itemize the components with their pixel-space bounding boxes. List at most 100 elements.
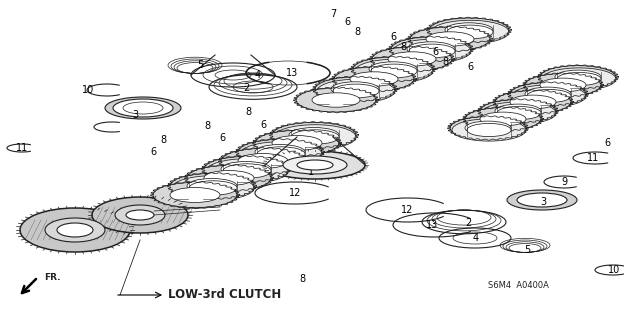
Ellipse shape [317,79,395,103]
Ellipse shape [204,170,254,186]
Text: 7: 7 [330,9,336,19]
Text: 3: 3 [540,197,546,207]
Text: 10: 10 [608,265,620,275]
Text: 10: 10 [82,85,94,95]
Text: 6: 6 [219,133,225,143]
Ellipse shape [407,42,455,56]
Text: 8: 8 [245,107,251,117]
Ellipse shape [296,88,376,112]
Ellipse shape [510,83,586,105]
Ellipse shape [482,102,556,124]
Ellipse shape [555,70,601,84]
Text: 8: 8 [160,135,166,145]
Ellipse shape [557,72,601,85]
Text: 2: 2 [465,218,471,228]
Ellipse shape [126,210,154,220]
Ellipse shape [450,117,526,139]
Text: 4: 4 [473,233,479,243]
Ellipse shape [507,190,577,210]
Ellipse shape [238,139,322,165]
Ellipse shape [542,68,616,90]
Ellipse shape [431,20,509,44]
Ellipse shape [445,23,493,37]
Ellipse shape [527,89,571,103]
Ellipse shape [20,208,130,252]
Ellipse shape [465,121,511,135]
Ellipse shape [255,145,305,160]
Text: 6: 6 [344,17,350,27]
Ellipse shape [429,18,509,42]
Ellipse shape [480,112,526,126]
Text: 11: 11 [16,143,28,153]
Text: 5: 5 [524,245,530,255]
Ellipse shape [465,108,541,130]
Ellipse shape [291,130,339,144]
Text: 9: 9 [561,177,567,187]
Ellipse shape [274,125,356,149]
Ellipse shape [289,128,339,143]
Ellipse shape [393,39,471,63]
Ellipse shape [189,181,237,195]
Ellipse shape [371,64,417,78]
Ellipse shape [447,25,493,39]
Text: 6: 6 [390,32,396,42]
Text: 8: 8 [299,274,305,284]
Ellipse shape [388,52,436,66]
Ellipse shape [467,123,511,137]
Text: 3: 3 [132,110,138,120]
Ellipse shape [172,176,254,200]
Ellipse shape [355,59,433,83]
Ellipse shape [170,188,220,203]
Ellipse shape [312,93,360,107]
Ellipse shape [206,159,288,183]
Ellipse shape [353,57,433,81]
Ellipse shape [113,99,173,117]
Ellipse shape [92,197,188,233]
Ellipse shape [369,62,417,76]
Ellipse shape [238,153,288,168]
Ellipse shape [283,156,347,174]
Ellipse shape [265,151,365,179]
Text: 6: 6 [604,138,610,148]
Ellipse shape [315,77,395,101]
Ellipse shape [240,142,322,166]
Text: 6: 6 [432,47,438,57]
Ellipse shape [350,72,398,86]
Ellipse shape [452,119,526,141]
Text: 2: 2 [243,83,249,93]
Ellipse shape [510,95,556,109]
Text: 11: 11 [587,153,599,163]
Text: 6: 6 [467,62,473,72]
Text: 6: 6 [260,120,266,130]
Ellipse shape [153,182,237,208]
Ellipse shape [187,179,237,194]
Ellipse shape [57,223,93,237]
Text: 13: 13 [286,68,298,78]
Ellipse shape [45,218,105,242]
Ellipse shape [105,97,181,119]
Text: LOW-3rd CLUTCH: LOW-3rd CLUTCH [168,288,281,301]
Ellipse shape [297,160,333,170]
Ellipse shape [410,27,490,51]
Ellipse shape [334,67,414,91]
Ellipse shape [480,100,556,122]
Ellipse shape [272,136,322,151]
Ellipse shape [187,165,271,190]
Ellipse shape [517,193,567,207]
Text: 13: 13 [426,220,438,230]
Ellipse shape [223,164,271,178]
Ellipse shape [372,47,452,71]
Ellipse shape [495,104,541,118]
Text: S6M4  A0400A: S6M4 A0400A [488,280,549,290]
Text: FR.: FR. [44,272,61,281]
Ellipse shape [391,37,471,61]
Text: 8: 8 [354,27,360,37]
Ellipse shape [204,156,288,182]
Text: 6: 6 [150,147,156,157]
Ellipse shape [540,66,616,88]
Ellipse shape [221,148,305,174]
Ellipse shape [426,32,474,46]
Ellipse shape [221,161,271,176]
Ellipse shape [115,205,165,225]
Text: 12: 12 [289,188,301,198]
